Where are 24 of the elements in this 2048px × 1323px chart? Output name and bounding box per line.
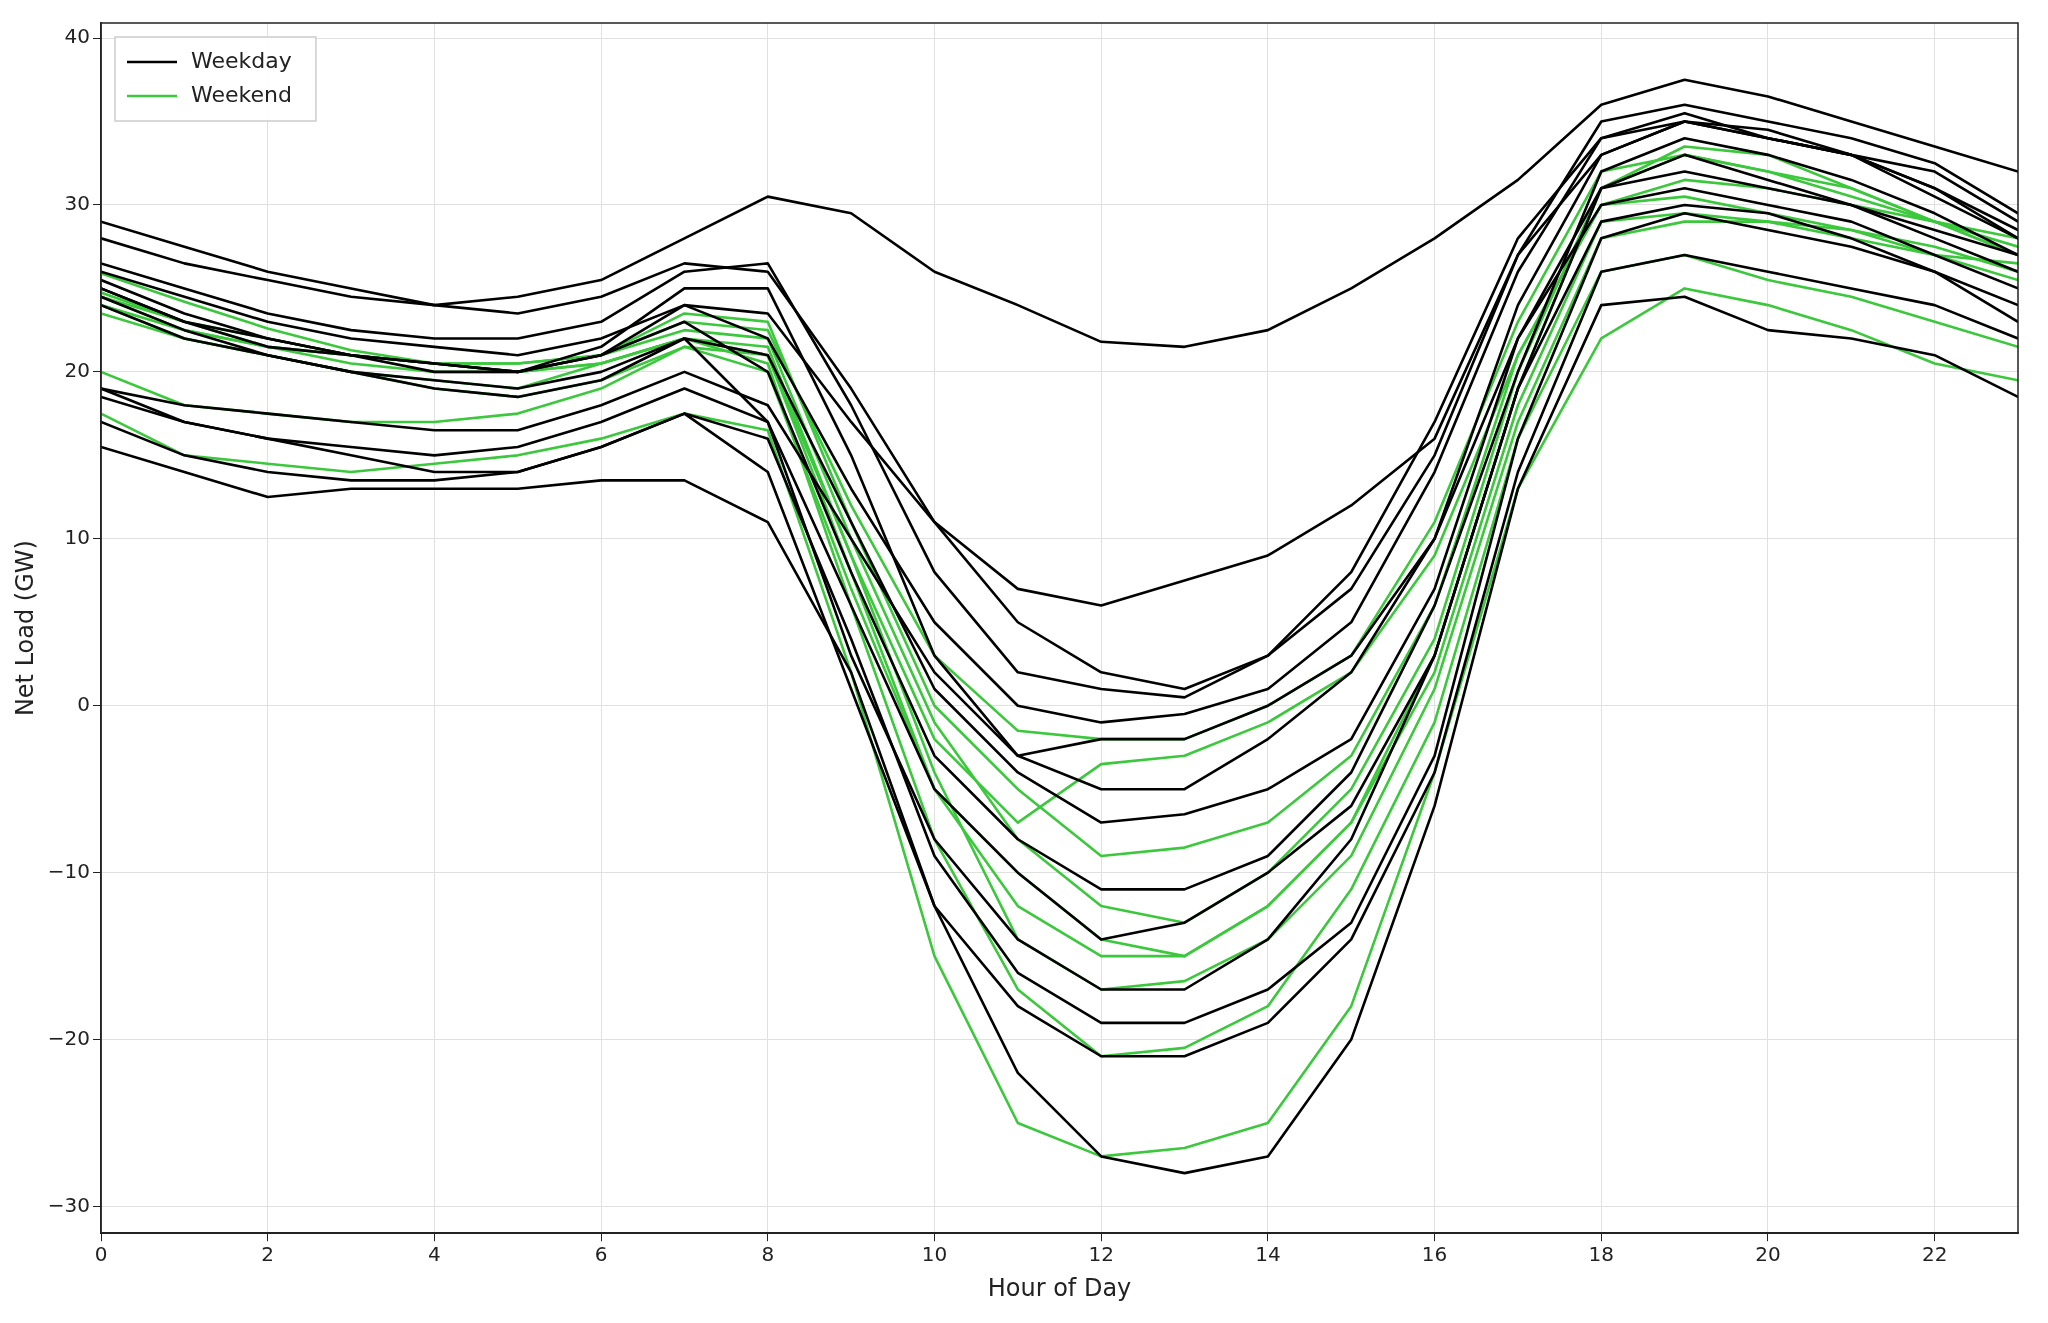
x-tick-label: 14	[1255, 1242, 1281, 1267]
x-tick-label: 6	[594, 1242, 608, 1267]
x-tick-label: 18	[1588, 1242, 1614, 1267]
x-tick-label: 12	[1088, 1242, 1114, 1267]
legend-label: Weekday	[191, 47, 292, 73]
x-tick-label: 22	[1921, 1242, 1948, 1267]
x-tick-label: 0	[94, 1242, 108, 1267]
x-tick-label: 2	[261, 1242, 275, 1267]
y-tick-label: 40	[64, 24, 91, 49]
x-tick-label: 16	[1421, 1242, 1448, 1267]
y-tick-label: 10	[64, 525, 91, 549]
y-tick-label: −20	[47, 1025, 91, 1050]
y-tick-label: 0	[77, 691, 91, 716]
x-tick-label: 10	[921, 1242, 948, 1267]
x-tick-label: 8	[761, 1242, 775, 1267]
y-tick-label: 30	[64, 191, 91, 216]
y-tick-label: −30	[47, 1192, 91, 1217]
y-axis-title: Net Load (GW)	[10, 540, 39, 717]
y-tick-label: 20	[64, 358, 91, 383]
x-tick-label: 4	[428, 1242, 441, 1267]
x-tick-label: 20	[1755, 1242, 1781, 1267]
x-axis-title: Hour of Day	[987, 1273, 1132, 1302]
legend-label: Weekend	[191, 81, 292, 107]
y-tick-label: −10	[47, 858, 91, 883]
